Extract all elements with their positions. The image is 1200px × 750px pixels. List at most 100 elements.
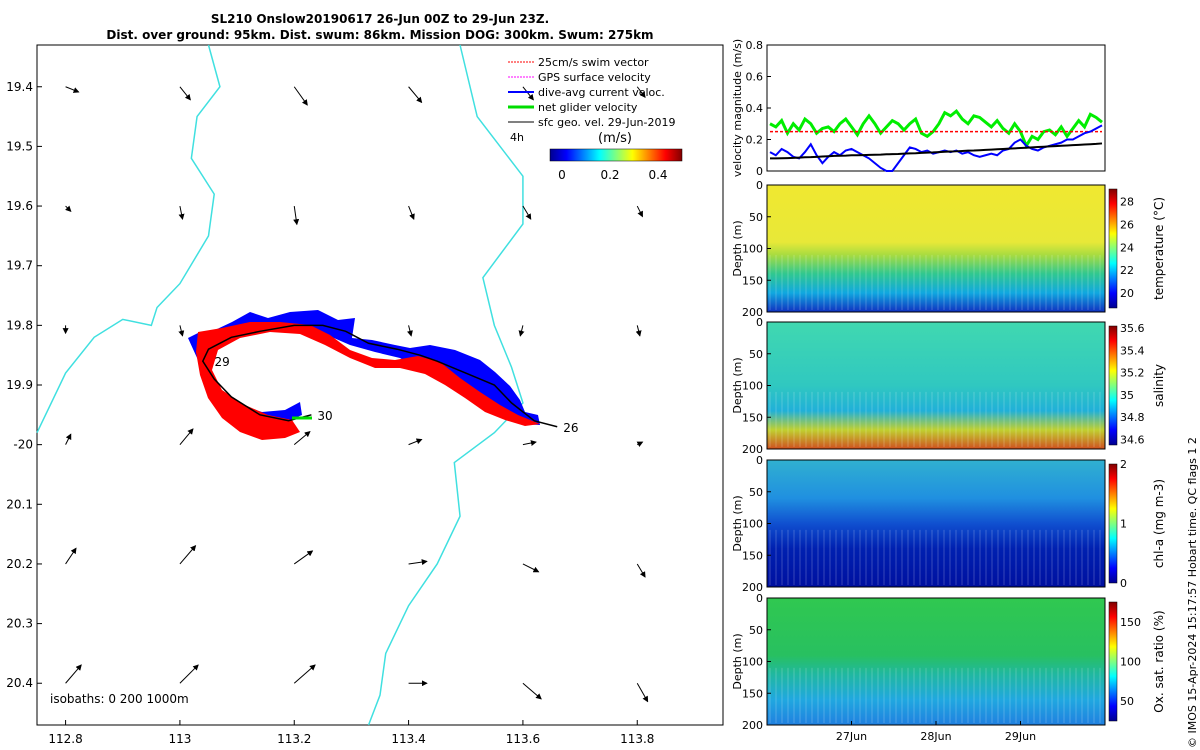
current-vector-arrow <box>408 205 415 220</box>
temperature-colorbar-tick: 26 <box>1120 218 1134 231</box>
map-ytick-label: -20 <box>13 438 33 452</box>
oxygen-ytick-label: 100 <box>742 656 763 669</box>
temperature-colorbar-tick: 22 <box>1120 264 1134 277</box>
oxygen-ytick-label: 200 <box>742 719 763 732</box>
salinity-colorbar-tick: 34.8 <box>1120 411 1145 424</box>
map-ytick-label: 19.8 <box>6 318 33 332</box>
chla-ytick-label: 150 <box>742 549 763 562</box>
current-vector-arrow <box>293 664 316 684</box>
salinity-ytick-label: 150 <box>742 411 763 424</box>
current-vector-arrow <box>635 325 642 337</box>
map-y-axis: 19.4 19.5 19.6 19.7 19.8 19.9 -20 20.1 20.2 20.3 2… <box>6 80 42 690</box>
current-vector-arrow <box>65 205 72 212</box>
oxygen-colorbar-tick: 100 <box>1120 656 1141 669</box>
current-vector-arrow <box>65 433 72 445</box>
heatmap-salinity: 0 50 100 150 200 Depth (m) 34.6 34.8 35 35.2 35.4 3… <box>731 316 1166 456</box>
chla-colorbar-tick: 0 <box>1120 577 1127 590</box>
chla-ytick-label: 0 <box>756 454 763 467</box>
current-vector-arrow <box>293 86 308 106</box>
salinity-colorbar-label: salinity <box>1152 364 1166 407</box>
current-vector-arrow <box>518 325 525 337</box>
chla-ytick-label: 50 <box>749 486 763 499</box>
colorbar-tick-2: 0.4 <box>648 168 667 182</box>
map-ytick-label: 20.4 <box>6 676 33 690</box>
salinity-colorbar-tick: 35 <box>1120 389 1134 402</box>
chla-colorbar-label: chl-a (mg m-3) <box>1152 479 1166 568</box>
map-xtick-label: 113.2 <box>277 732 311 746</box>
temperature-ytick-label: 100 <box>742 243 763 256</box>
current-vector-arrow <box>522 86 534 101</box>
legend-interval-label: 4h <box>510 131 524 144</box>
map-colorbar <box>549 148 683 162</box>
map-ytick-label: 19.9 <box>6 378 33 392</box>
legend-dive-label: dive-avg current veloc. <box>538 86 665 99</box>
salinity-colorbar-tick: 35.2 <box>1120 367 1145 380</box>
isobath-200m <box>36 44 221 434</box>
heatmap-temperature: 0 50 100 150 200 Depth (m) 20 22 24 26 28 temperatu… <box>731 179 1166 319</box>
map-x-axis: 112.8 113 113.2 113.4 113.6 113.8 <box>48 720 654 746</box>
velocity-ylabel: velocity magnitude (m/s) <box>731 39 744 177</box>
chla-ytick-label: 100 <box>742 518 763 531</box>
map-ytick-label: 19.4 <box>6 80 33 94</box>
isobath-caption: isobaths: 0 200 1000m <box>50 692 189 706</box>
current-vector-arrow <box>408 86 423 104</box>
temperature-ytick-label: 150 <box>742 274 763 287</box>
velocity-net-glider-line <box>769 108 1103 150</box>
oxygen-colorbar-tick: 50 <box>1120 695 1134 708</box>
oxygen-ylabel: Depth (m) <box>731 633 744 689</box>
velocity-series <box>769 108 1103 172</box>
salinity-ytick-label: 0 <box>756 316 763 329</box>
velocity-ytick-label: 0 <box>756 165 763 178</box>
oxygen-field <box>767 598 1105 725</box>
temperature-ytick-label: 50 <box>749 211 763 224</box>
legend-sfc-label: sfc geo. vel. 29-Jun-2019 <box>538 116 675 129</box>
copyright-notice: © IMOS 15-Apr-2024 15:17:57 Hobart time.… <box>1186 437 1199 748</box>
current-vector-arrow <box>65 664 82 684</box>
salinity-ytick-label: 200 <box>742 443 763 456</box>
chla-colorbar <box>1108 463 1118 584</box>
legend-net-label: net glider velocity <box>538 101 638 114</box>
legend-gps-label: GPS surface velocity <box>538 71 651 84</box>
day-markers: 26 29 30 <box>215 355 579 435</box>
salinity-colorbar <box>1108 325 1118 446</box>
current-vector-arrow <box>636 205 643 218</box>
velocity-ytick-label: 0.8 <box>746 39 764 52</box>
current-vector-arrow <box>522 205 532 220</box>
time-xtick-label: 28Jun <box>920 730 951 743</box>
oxygen-colorbar-tick: 150 <box>1120 616 1141 629</box>
temperature-colorbar-tick: 28 <box>1120 196 1134 209</box>
current-vector-arrow <box>179 86 191 101</box>
day-marker-label: 29 <box>215 355 230 369</box>
salinity-field <box>767 322 1105 449</box>
current-vector-arrow <box>65 547 77 565</box>
map-xtick-label: 112.8 <box>48 732 82 746</box>
map-ytick-label: 20.2 <box>6 557 33 571</box>
salinity-colorbar-tick: 35.4 <box>1120 344 1145 357</box>
velocity-ytick-label: 0.6 <box>746 71 764 84</box>
map-xtick-label: 113 <box>168 732 191 746</box>
current-vector-arrow <box>179 428 194 445</box>
chla-field <box>767 460 1105 587</box>
map-ytick-label: 19.5 <box>6 139 33 153</box>
velocity-ytick-label: 0.4 <box>746 102 764 115</box>
glider-track-line <box>201 324 558 428</box>
map-ytick-label: 20.3 <box>6 617 33 631</box>
current-vector-arrow <box>522 563 540 573</box>
heatmap-chla: 0 50 100 150 200 Depth (m) 0 1 2 chl-a (mg m-3) <box>731 454 1166 594</box>
temperature-colorbar-tick: 20 <box>1120 287 1134 300</box>
oxygen-ytick-label: 0 <box>756 592 763 605</box>
map-frame <box>36 44 724 726</box>
temperature-ytick-label: 200 <box>742 306 763 319</box>
temperature-colorbar <box>1108 188 1118 309</box>
swim-vector-swath <box>196 322 540 440</box>
current-vector-arrow <box>408 559 428 566</box>
oxygen-ytick-label: 150 <box>742 687 763 700</box>
map-ytick-label: 20.1 <box>6 497 33 511</box>
velocity-ytick-label: 0.2 <box>746 134 764 147</box>
map-ytick-label: 19.7 <box>6 259 33 273</box>
day-marker-label: 30 <box>317 409 332 423</box>
day-marker-label: 26 <box>563 421 578 435</box>
current-vector-arrow <box>408 438 423 446</box>
